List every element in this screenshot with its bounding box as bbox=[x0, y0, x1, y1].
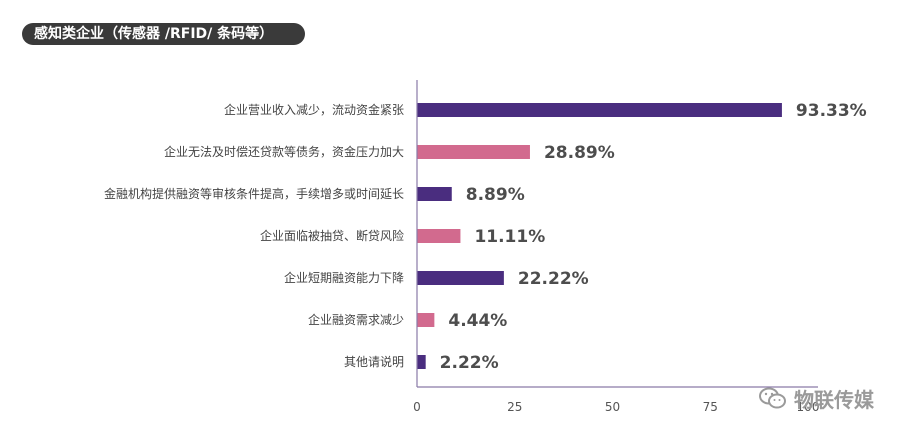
bar bbox=[417, 103, 782, 117]
watermark-text: 物联传媒 bbox=[794, 387, 874, 412]
data-label: 11.11% bbox=[474, 227, 545, 247]
x-tick-label: 25 bbox=[507, 400, 522, 414]
data-label: 22.22% bbox=[518, 269, 589, 289]
data-label: 4.44% bbox=[448, 311, 507, 331]
data-label: 2.22% bbox=[440, 353, 499, 373]
category-label: 企业融资需求减少 bbox=[308, 312, 404, 327]
category-label: 企业短期融资能力下降 bbox=[284, 270, 404, 285]
data-label: 93.33% bbox=[796, 101, 867, 121]
category-label: 其他请说明 bbox=[344, 354, 404, 369]
category-label: 企业面临被抽贷、断贷风险 bbox=[260, 228, 404, 243]
x-tick-label: 0 bbox=[413, 400, 421, 414]
bar bbox=[417, 145, 530, 159]
category-label: 企业无法及时偿还贷款等债务，资金压力加大 bbox=[164, 144, 404, 159]
category-label: 企业营业收入减少，流动资金紧张 bbox=[224, 102, 404, 117]
x-tick-label: 75 bbox=[703, 400, 718, 414]
x-tick-label: 50 bbox=[605, 400, 620, 414]
wechat-icon bbox=[759, 387, 786, 409]
x-tick-label: 100 bbox=[797, 400, 820, 414]
data-label: 8.89% bbox=[466, 185, 525, 205]
data-label: 28.89% bbox=[544, 143, 615, 163]
bar bbox=[417, 229, 461, 243]
chart-title: 感知类企业（传感器 /RFID/ 条码等） bbox=[22, 23, 305, 45]
bar bbox=[417, 355, 426, 369]
bar bbox=[417, 313, 435, 327]
watermark: 物联传媒 bbox=[758, 383, 874, 413]
category-label: 金融机构提供融资等审核条件提高，手续增多或时间延长 bbox=[104, 186, 404, 201]
bar bbox=[417, 187, 452, 201]
bar bbox=[417, 271, 504, 285]
